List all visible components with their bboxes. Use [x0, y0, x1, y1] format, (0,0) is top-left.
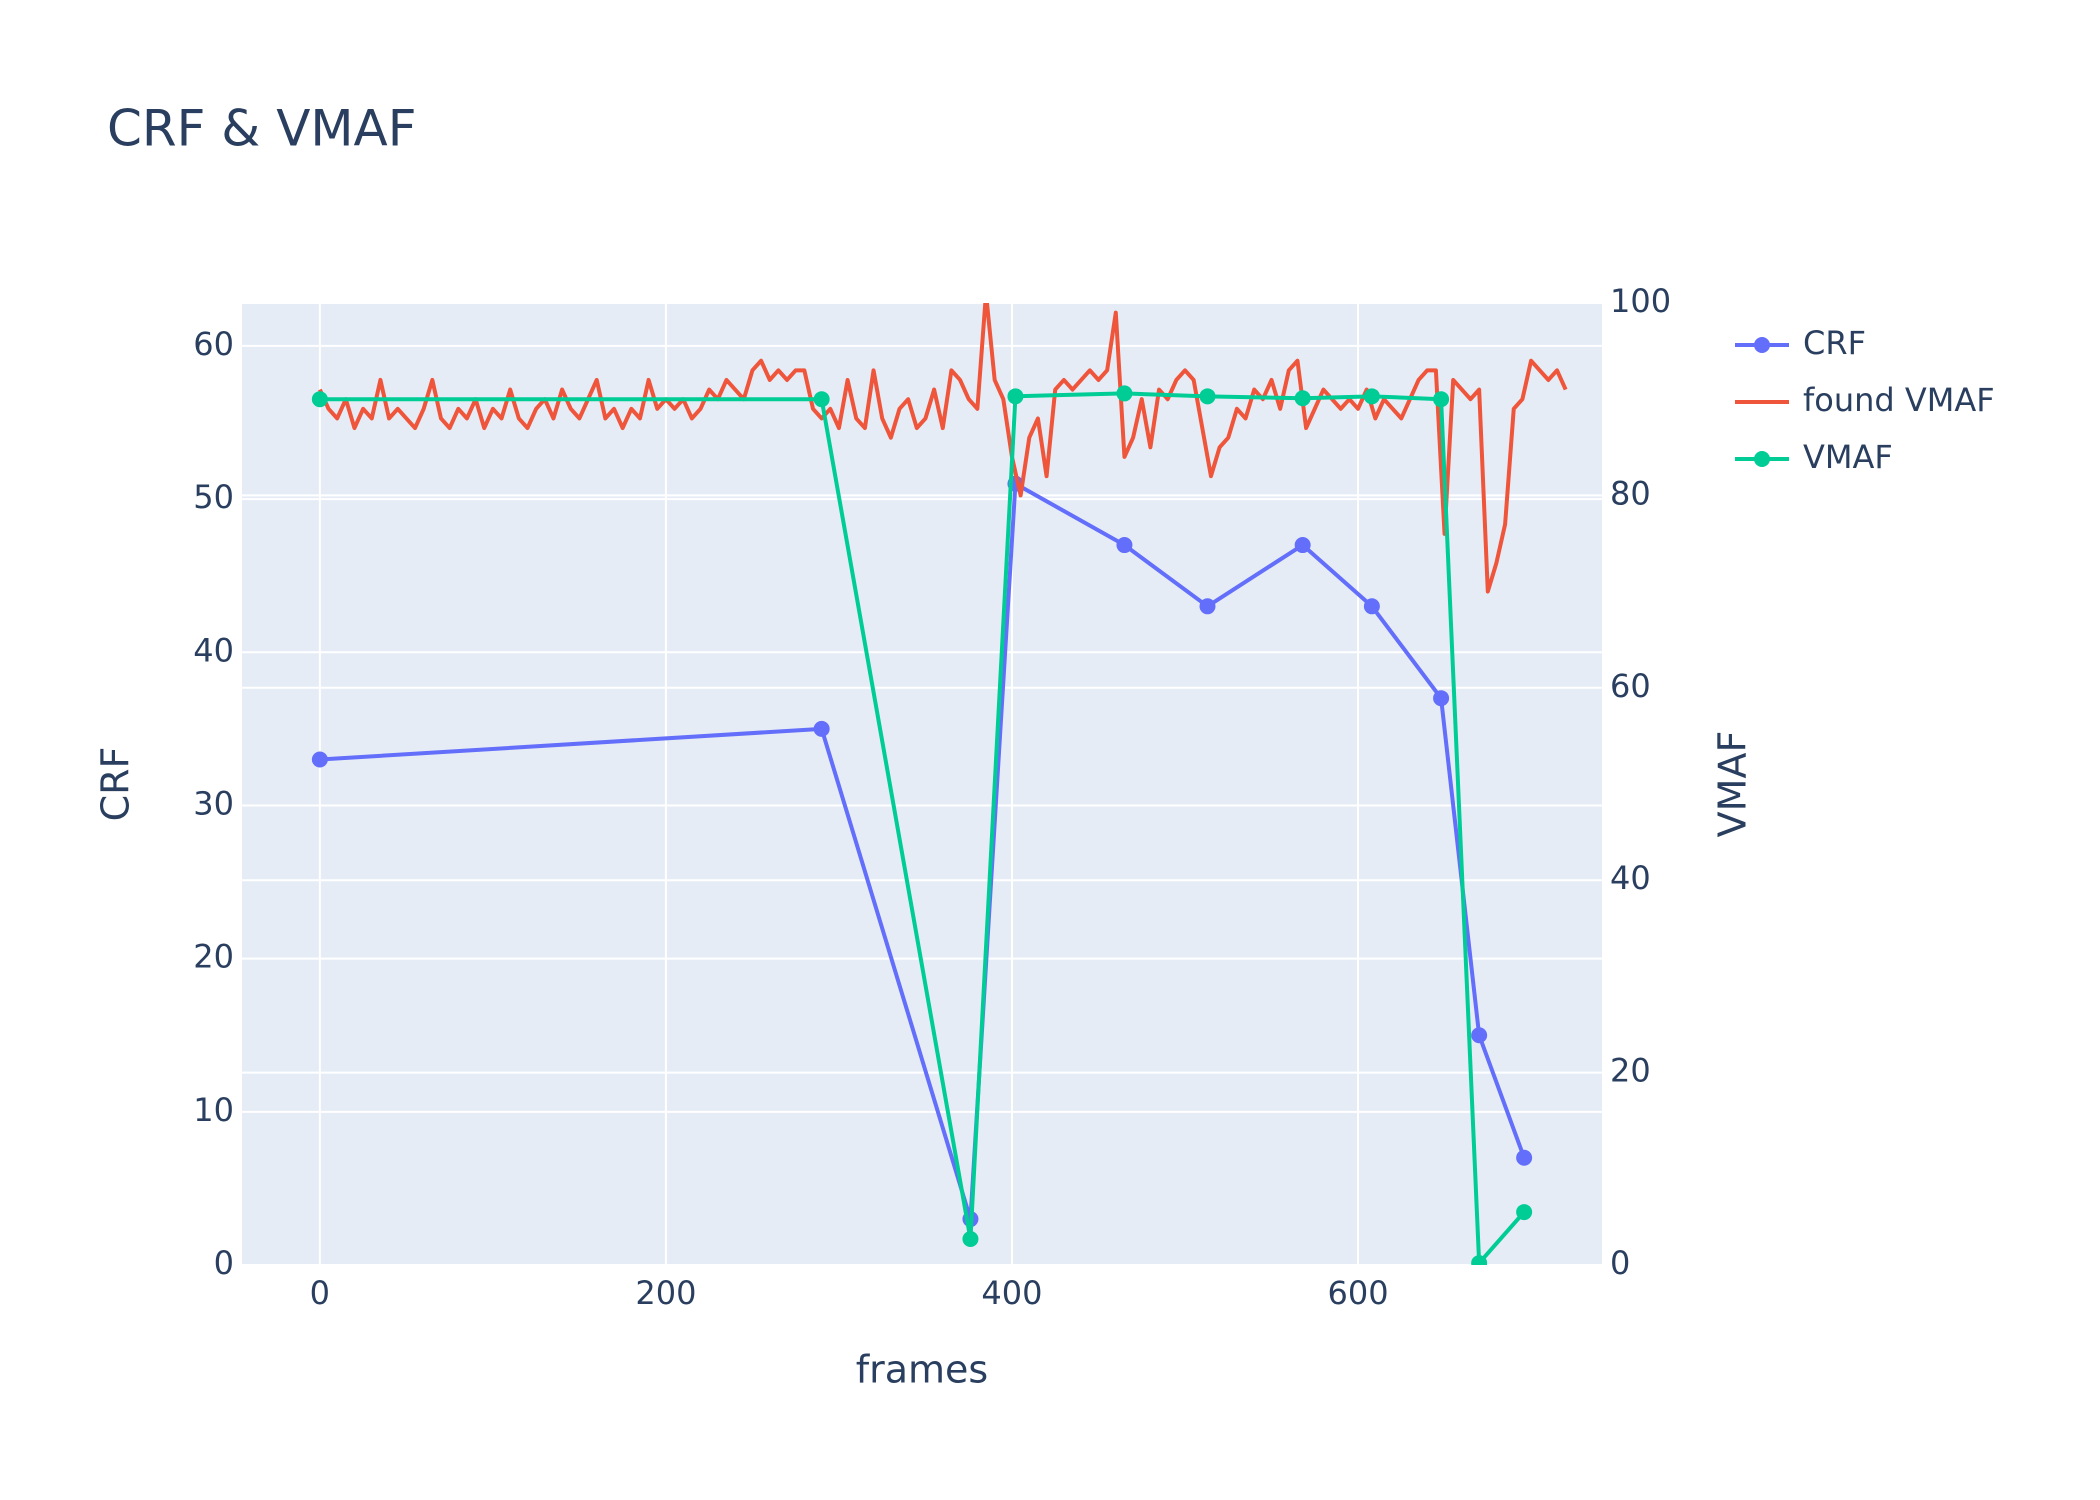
y-tick-label: 10 [193, 1091, 234, 1129]
y2-tick-label: 60 [1610, 667, 1651, 705]
y-tick-label: 40 [193, 631, 234, 669]
data-point [1116, 537, 1133, 554]
data-point [1007, 388, 1024, 405]
data-point [1433, 391, 1450, 408]
y2-tick-label: 20 [1610, 1052, 1651, 1090]
data-point [1363, 388, 1380, 405]
data-point [311, 391, 328, 408]
y-tick-label: 20 [193, 938, 234, 976]
y2-tick-label: 80 [1610, 474, 1651, 512]
legend-marker [1754, 451, 1770, 467]
series-line [318, 303, 1568, 594]
data-point [311, 751, 328, 768]
y2-axis-title: VMAF [1711, 731, 1755, 838]
legend-label: VMAF [1803, 438, 1893, 476]
data-point [1363, 598, 1380, 615]
data-point [813, 391, 830, 408]
legend-label: CRF [1803, 324, 1866, 362]
x-tick-label: 0 [310, 1274, 330, 1312]
y2-tick-label: 40 [1610, 859, 1651, 897]
x-tick-label: 600 [1327, 1274, 1388, 1312]
y-tick-label: 50 [193, 478, 234, 516]
plot-area [242, 303, 1602, 1265]
y-tick-label: 60 [193, 325, 234, 363]
data-point [1116, 385, 1133, 402]
y2-tick-label: 100 [1610, 282, 1671, 320]
data-point [1516, 1149, 1533, 1166]
y2-tick-label: 0 [1610, 1244, 1630, 1282]
y-tick-label: 0 [214, 1244, 234, 1282]
data-point [1199, 598, 1216, 615]
data-point [1471, 1027, 1488, 1044]
x-tick-label: 400 [981, 1274, 1042, 1312]
data-point [1199, 388, 1216, 405]
chart-title: CRF & VMAF [107, 100, 417, 158]
x-tick-label: 200 [635, 1274, 696, 1312]
data-point [1294, 390, 1311, 407]
y-tick-label: 30 [193, 784, 234, 822]
legend-label: found VMAF [1803, 381, 1995, 419]
x-axis-title: frames [856, 1348, 988, 1392]
data-point [1471, 1255, 1488, 1265]
data-point [813, 720, 830, 737]
data-point [1433, 690, 1450, 707]
data-point [1294, 537, 1311, 554]
y-axis-title: CRF [94, 747, 138, 822]
data-point [962, 1231, 979, 1248]
data-point [1516, 1204, 1533, 1221]
legend-marker [1754, 337, 1770, 353]
